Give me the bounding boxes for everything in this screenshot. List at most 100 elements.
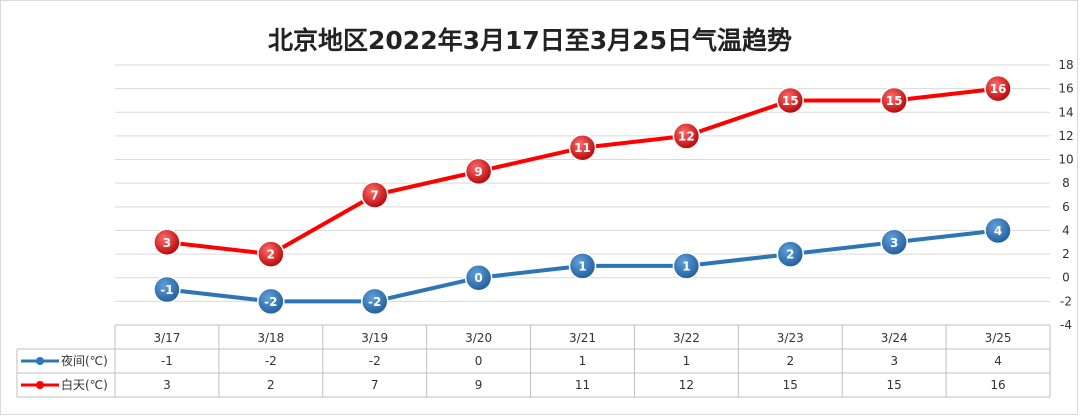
data-label: 2: [267, 248, 275, 262]
data-point-marker: [984, 74, 1012, 103]
data-point-marker: [776, 240, 805, 268]
x-category-label: 3/20: [465, 331, 492, 345]
data-label: 16: [990, 82, 1007, 96]
x-category-label: 3/24: [881, 331, 908, 345]
data-point-marker: [257, 240, 285, 268]
legend-series-name: 白天(℃): [61, 377, 108, 392]
data-label: 3: [890, 236, 898, 250]
table-cell-value: 12: [679, 378, 694, 392]
data-point: 3: [153, 228, 181, 257]
data-label: -2: [368, 295, 381, 309]
data-point-marker: [464, 263, 493, 292]
data-point: 16: [984, 74, 1012, 103]
data-point-marker: [776, 86, 805, 115]
data-point: 0: [464, 263, 493, 292]
data-point: 11: [568, 133, 597, 162]
x-category-label: 3/18: [257, 331, 284, 345]
y-tick-label: -2: [1060, 294, 1072, 308]
chart-title: 北京地区2022年3月17日至3月25日气温趋势: [268, 26, 792, 55]
y-tick-label: 4: [1062, 223, 1070, 237]
data-point-marker: [568, 133, 597, 162]
data-label: 12: [678, 129, 695, 143]
data-label: 0: [474, 271, 482, 285]
series-line: [164, 86, 1001, 257]
data-point: 15: [880, 86, 908, 115]
data-table: 3/17 3/18 3/19 3/20 3/21 3/22 3/23 3/24 3/25 夜间(℃…: [16, 324, 1051, 398]
y-tick-label: 0: [1062, 271, 1070, 285]
x-category-label: 3/21: [569, 331, 596, 345]
y-tick-label: 12: [1058, 129, 1073, 143]
data-point: 2: [776, 240, 805, 268]
table-cell-value: 3: [163, 378, 171, 392]
x-category-label: 3/23: [777, 331, 804, 345]
data-point-marker: [360, 181, 389, 209]
x-category-label: 3/25: [985, 331, 1012, 345]
y-tick-label: 14: [1058, 105, 1073, 119]
y-tick-label: 16: [1058, 82, 1073, 96]
data-label: 4: [994, 224, 1002, 238]
legend-series-name: 夜间(℃): [61, 353, 108, 368]
y-tick-label: 6: [1062, 200, 1070, 214]
data-point-marker: [672, 122, 701, 150]
table-cell-value: 3: [890, 354, 898, 368]
table-cell-value: -2: [369, 354, 381, 368]
table-cell-value: 7: [371, 378, 379, 392]
data-label: 2: [786, 248, 794, 262]
legend-marker: [36, 357, 44, 365]
table-cell-value: 9: [475, 378, 483, 392]
table-cell-value: 2: [786, 354, 794, 368]
data-point-marker: [153, 228, 181, 257]
table-cell-value: 15: [887, 378, 902, 392]
data-point: 9: [464, 157, 493, 186]
data-point: -2: [257, 287, 285, 316]
table-cell-value: -2: [265, 354, 277, 368]
data-point: 1: [568, 252, 597, 280]
y-tick-label: 8: [1062, 176, 1070, 190]
data-point: -2: [360, 287, 389, 316]
table-cell-value: 4: [994, 354, 1002, 368]
data-point: 15: [776, 86, 805, 115]
data-point: 1: [672, 252, 701, 280]
data-point-marker: [672, 252, 701, 280]
y-tick-label: 18: [1058, 58, 1073, 72]
data-point: 12: [672, 122, 701, 150]
y-axis-ticks: -4 -2 0 2 4 6 8 10 12 14 16 18: [1058, 58, 1073, 332]
data-point-marker: [153, 275, 181, 304]
data-point: 2: [257, 240, 285, 268]
data-label: 3: [163, 236, 171, 250]
data-point: 7: [360, 181, 389, 209]
table-cell-value: 1: [579, 354, 587, 368]
data-label: -2: [264, 295, 277, 309]
data-point-marker: [360, 287, 389, 316]
legend-marker: [36, 381, 44, 389]
table-cell-value: 1: [683, 354, 691, 368]
data-label: 11: [574, 141, 591, 155]
table-cell-value: -1: [161, 354, 173, 368]
data-point: -1: [153, 275, 181, 304]
table-cell-value: 0: [475, 354, 483, 368]
table-cell-value: 15: [783, 378, 798, 392]
data-label: 9: [474, 165, 482, 179]
data-label: 7: [371, 189, 379, 203]
data-point-marker: [880, 86, 908, 115]
y-tick-label: 2: [1062, 247, 1070, 261]
data-point-marker: [257, 287, 285, 316]
y-tick-label: -4: [1060, 318, 1072, 332]
data-point-marker: [568, 252, 597, 280]
x-category-label: 3/22: [673, 331, 700, 345]
data-label: -1: [160, 283, 173, 297]
data-point: 3: [880, 228, 908, 257]
table-cell-value: 11: [575, 378, 590, 392]
table-cell-value: 16: [990, 378, 1005, 392]
x-category-label: 3/19: [361, 331, 388, 345]
data-label: 15: [886, 94, 903, 108]
data-label: 15: [782, 94, 799, 108]
x-category-label: 3/17: [153, 331, 180, 345]
data-label: 1: [682, 259, 690, 273]
data-point-marker: [880, 228, 908, 257]
data-point-marker: [464, 157, 493, 186]
table-cell-value: 2: [267, 378, 275, 392]
